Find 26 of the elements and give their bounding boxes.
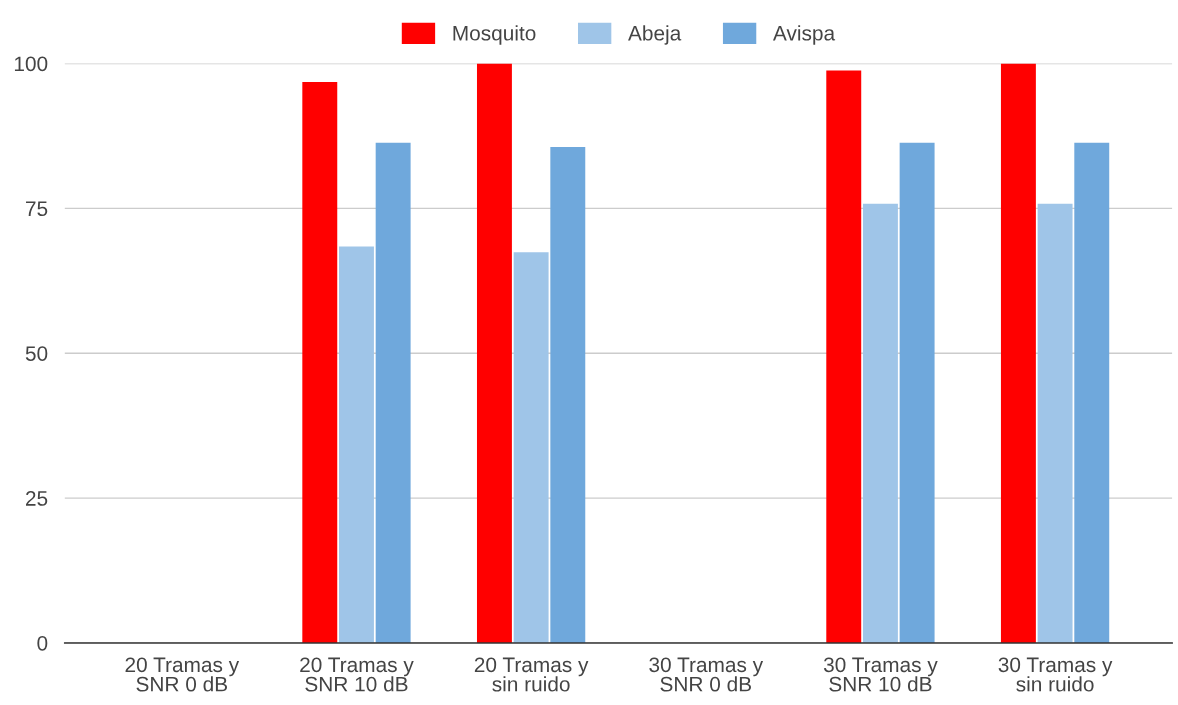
bar: [513, 252, 549, 643]
y-tick-label: 25: [26, 491, 48, 506]
bar: [476, 63, 512, 643]
bar: [899, 142, 935, 643]
y-tick-label: 100: [14, 56, 48, 72]
bar: [339, 246, 374, 643]
x-tick-label: 20 Tramas y SNR 0 dB: [125, 657, 240, 692]
bar: [550, 146, 586, 643]
y-tick-label: 0: [37, 635, 48, 651]
bar: [826, 70, 862, 643]
x-tick-label: 30 Tramas y SNR 0 dB: [649, 657, 764, 692]
bar: [862, 203, 898, 643]
y-tick-label: 75: [26, 201, 48, 217]
legend-label: Abeja: [628, 25, 682, 45]
x-tick-label: 20 Tramas y SNR 10 dB: [300, 657, 414, 692]
bar: [1000, 63, 1036, 643]
bar: [302, 81, 338, 643]
x-tick-label: 20 Tramas y sin ruido: [474, 657, 589, 692]
legend-label: Avispa: [772, 25, 836, 45]
x-tick-label: 30 Tramas y SNR 10 dB: [823, 657, 938, 692]
bar: [375, 142, 411, 643]
y-tick-label: 50: [25, 346, 48, 361]
x-tick-label: 30 Tramas y sin ruido: [998, 657, 1113, 692]
bar: [1037, 203, 1073, 643]
bar: [1074, 142, 1110, 643]
legend-label: Mosquito: [453, 25, 536, 45]
